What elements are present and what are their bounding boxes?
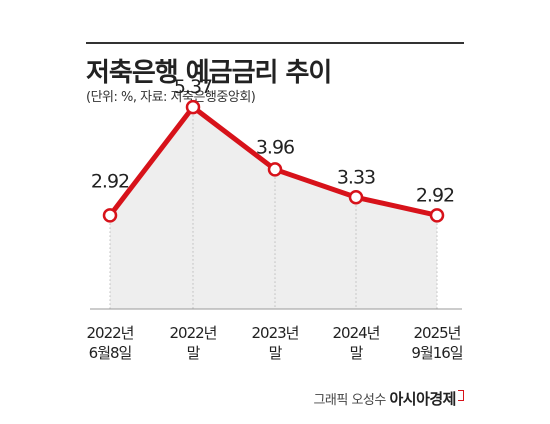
top-rule	[86, 42, 464, 44]
data-label: 3.96	[256, 136, 294, 158]
x-tick-label: 2023년 말	[252, 324, 299, 362]
x-tick-label: 2025년 9월16일	[411, 324, 462, 362]
credit-brand: 아시아경제	[389, 390, 456, 408]
data-point	[429, 208, 445, 223]
data-point	[185, 99, 201, 115]
data-label: 2.92	[416, 184, 454, 206]
chart-subtitle: (단위: %, 자료: 저축은행중앙회)	[86, 90, 256, 105]
chart-title: 저축은행 예금금리 추이	[86, 58, 332, 88]
x-tick-label: 2022년 말	[170, 324, 217, 362]
credit: 그래픽 오성수 아시아경제	[313, 388, 464, 409]
data-label: 2.92	[91, 170, 129, 192]
x-tick-label: 2024년 말	[333, 324, 380, 362]
data-label: 5.37	[174, 76, 212, 98]
data-label: 3.33	[337, 166, 375, 188]
brand-logo-mark	[458, 390, 464, 401]
area-fill	[110, 107, 437, 310]
data-point	[267, 162, 283, 177]
x-tick-label: 2022년 6월8일	[87, 324, 134, 362]
credit-author: 그래픽 오성수	[313, 393, 386, 408]
data-point	[348, 190, 364, 205]
data-point	[102, 208, 118, 223]
